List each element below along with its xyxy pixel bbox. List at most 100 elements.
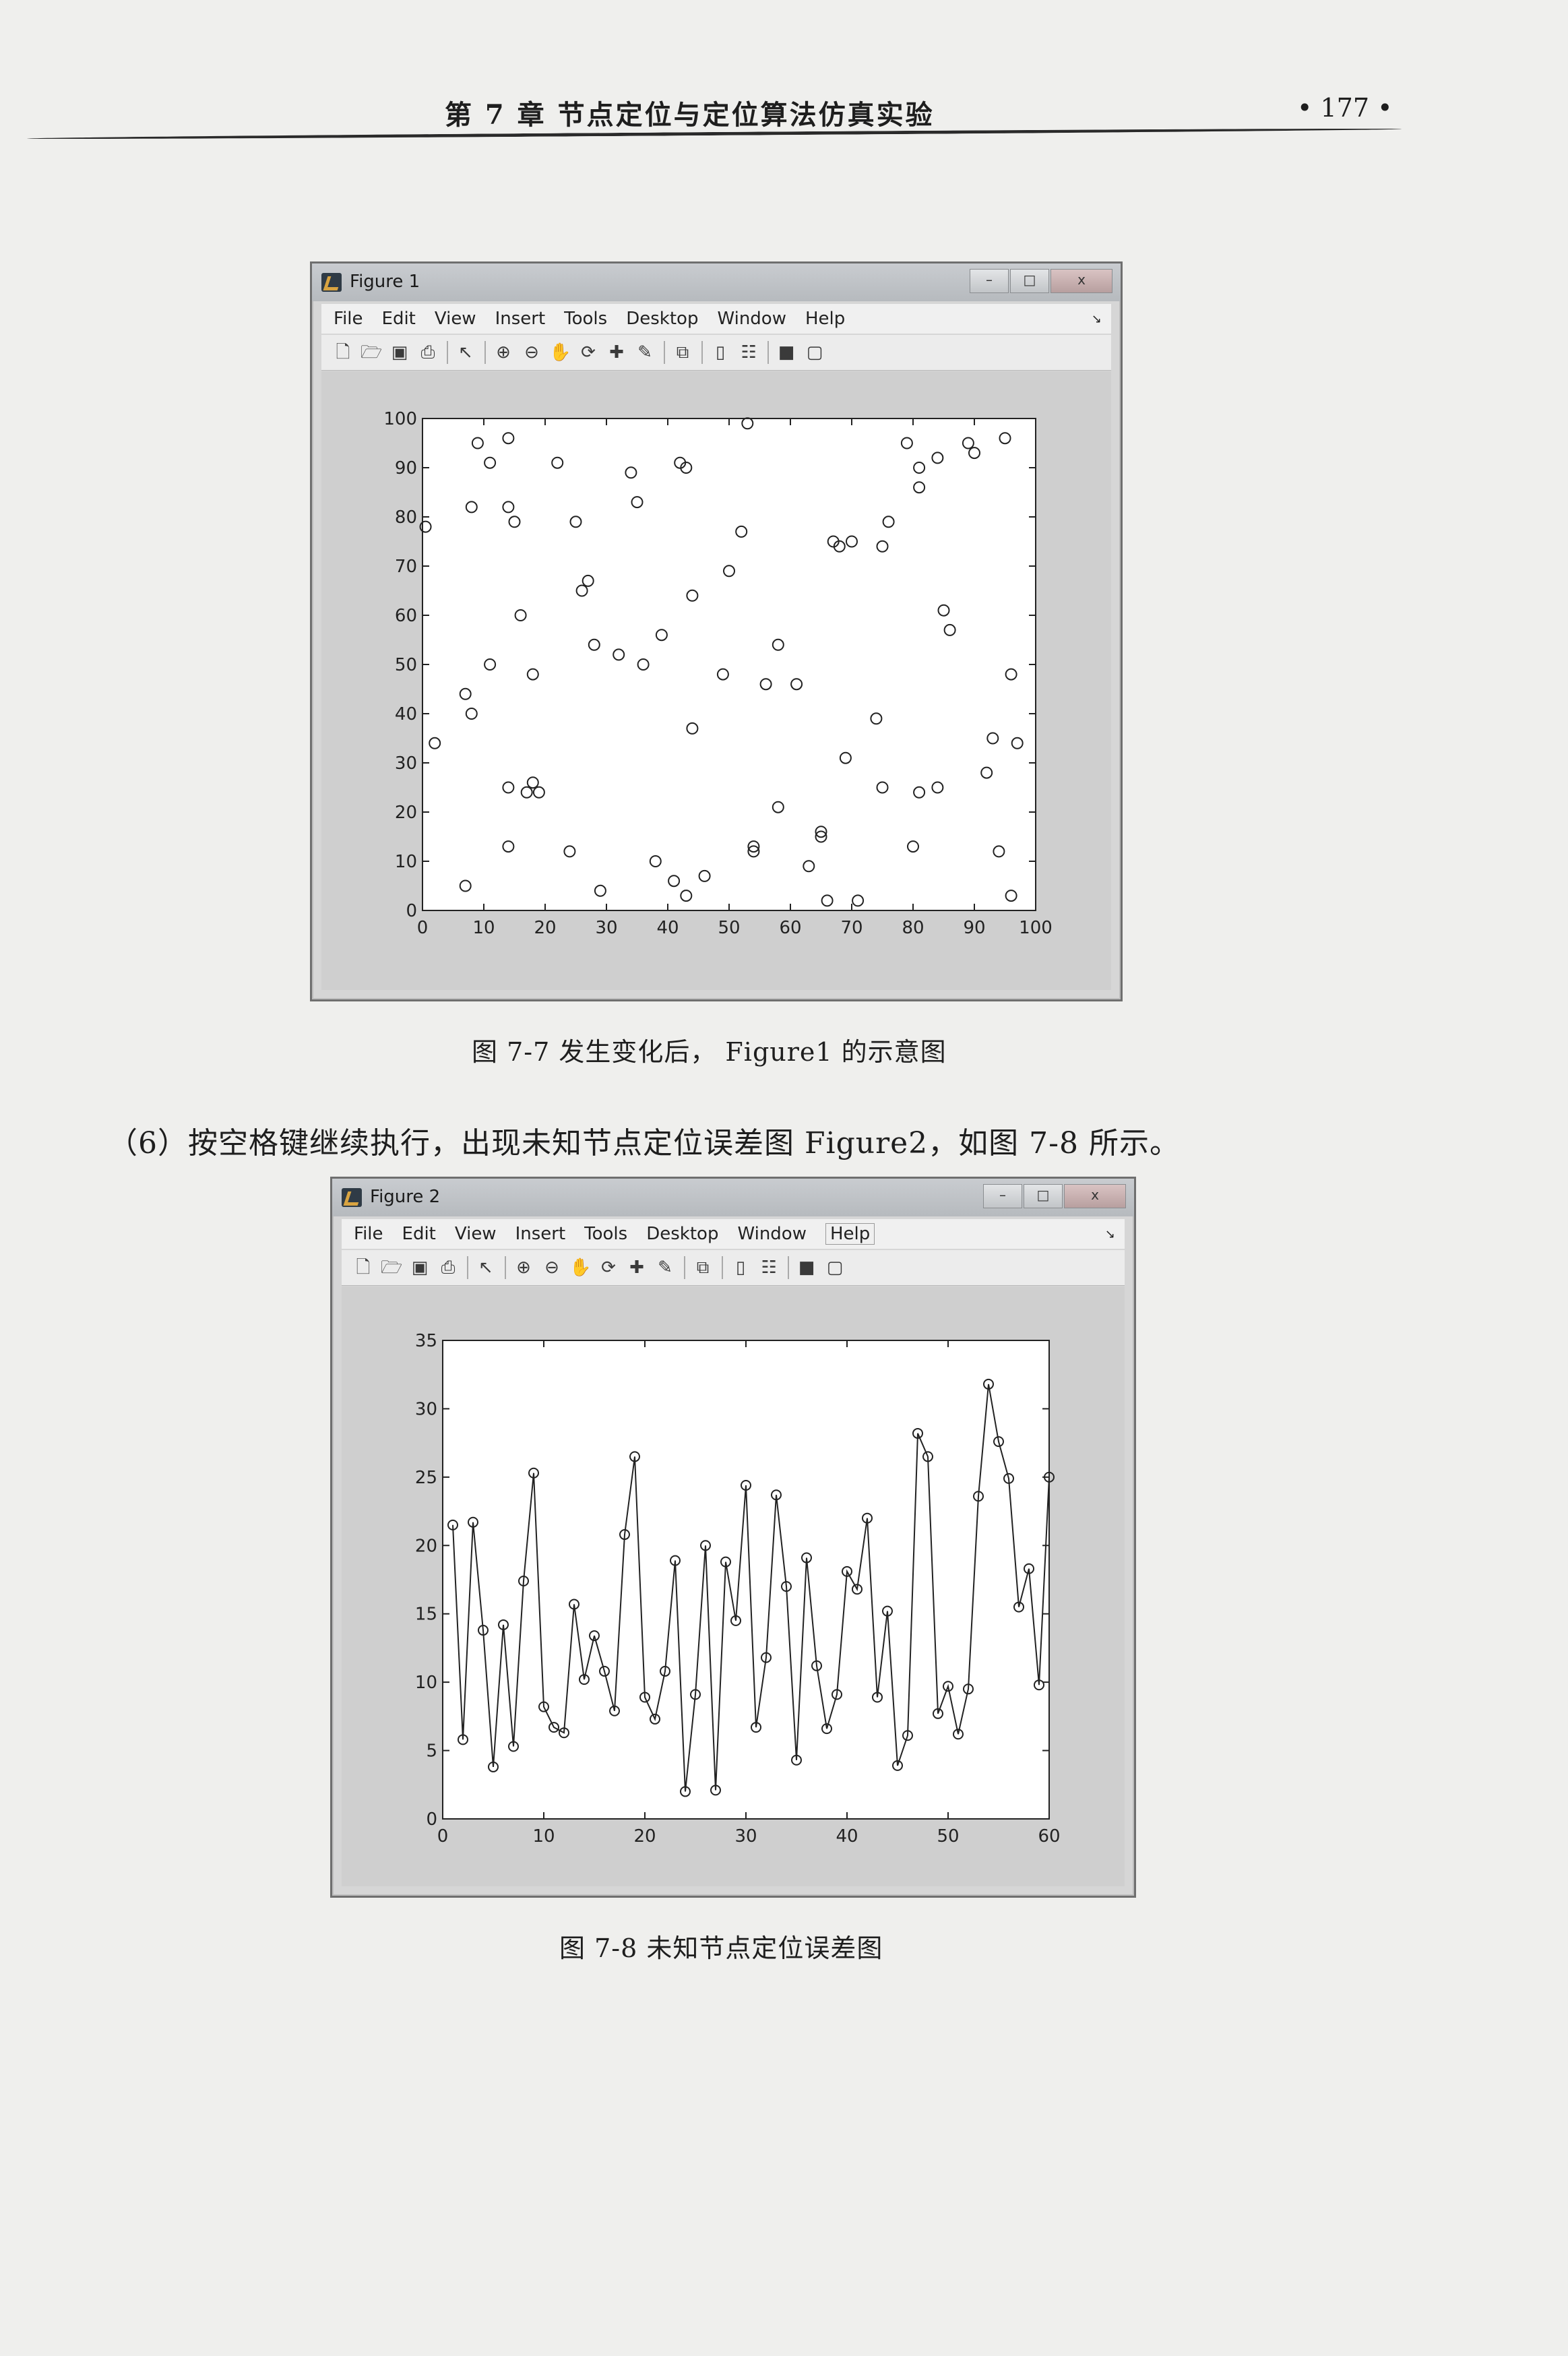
menu-desktop[interactable]: Desktop — [626, 309, 699, 329]
rotate-icon[interactable]: ⟳ — [601, 1258, 616, 1278]
print-icon[interactable]: ⎙ — [441, 1258, 456, 1278]
scatter-y-tick-label: 70 — [395, 557, 417, 577]
zoom-in-icon[interactable]: ⊕ — [516, 1258, 531, 1278]
data-cursor-icon[interactable]: ✚ — [609, 342, 624, 363]
figure1-window[interactable]: Figure 1 – □ x File Edit View Insert Too… — [310, 261, 1123, 1001]
toolbar-separator — [484, 341, 486, 364]
hide-tools-icon[interactable]: ■ — [798, 1258, 815, 1278]
colorbar-icon[interactable]: ▯ — [735, 1258, 746, 1278]
zoom-in-icon[interactable]: ⊕ — [496, 342, 511, 363]
scatter-y-tick-label: 80 — [395, 507, 417, 528]
menu-help[interactable]: Help — [805, 309, 846, 329]
scatter-y-tick-label: 10 — [395, 852, 417, 872]
menu-edit[interactable]: Edit — [402, 1224, 436, 1244]
menu-window[interactable]: Window — [737, 1224, 807, 1244]
scatter-y-tick-label: 20 — [395, 803, 417, 823]
matlab-app-icon — [321, 273, 342, 292]
colorbar-icon[interactable]: ▯ — [715, 342, 726, 363]
maximize-button[interactable]: □ — [1024, 1184, 1063, 1208]
new-icon[interactable]: 🗋 — [336, 342, 350, 363]
menu-insert[interactable]: Insert — [515, 1224, 566, 1244]
scatter-point — [913, 481, 926, 494]
dock-figure-icon[interactable]: ↘ — [1104, 1227, 1115, 1241]
error-point — [548, 1722, 559, 1733]
minimize-button[interactable]: – — [983, 1184, 1022, 1208]
scatter-x-tick-label: 30 — [595, 918, 617, 938]
scatter-point — [625, 466, 637, 479]
maximize-button[interactable]: □ — [1010, 269, 1049, 293]
brush-icon[interactable]: ✎ — [658, 1258, 672, 1278]
menu-insert[interactable]: Insert — [495, 309, 546, 329]
open-icon[interactable]: 🗁 — [360, 342, 383, 363]
figure1-toolbar: 🗋 🗁 ▣ ⎙ ↖ ⊕ ⊖ ✋ ⟳ ✚ ✎ ⧉ ▯ ☷ ■ ▢ — [321, 335, 1111, 371]
error-point — [781, 1581, 792, 1592]
figure1-caption: 图 7-7 发生变化后， Figure1 的示意图 — [472, 1037, 947, 1067]
scatter-point — [459, 687, 472, 700]
scatter-point — [839, 751, 852, 764]
scatter-point — [747, 840, 760, 853]
brush-icon[interactable]: ✎ — [637, 342, 652, 363]
save-icon[interactable]: ▣ — [411, 1258, 429, 1278]
dock-figure-icon[interactable]: ↘ — [1091, 311, 1102, 326]
rotate-icon[interactable]: ⟳ — [581, 342, 596, 363]
line-x-tick-label: 30 — [734, 1826, 757, 1847]
scatter-point — [575, 584, 588, 597]
link-icon[interactable]: ⧉ — [696, 1258, 710, 1278]
print-icon[interactable]: ⎙ — [420, 342, 435, 363]
scatter-point — [876, 781, 889, 794]
menu-file[interactable]: File — [354, 1224, 383, 1244]
menu-tools[interactable]: Tools — [584, 1224, 628, 1244]
menu-edit[interactable]: Edit — [381, 309, 416, 329]
link-icon[interactable]: ⧉ — [676, 342, 689, 363]
figure2-titlebar[interactable]: Figure 2 – □ x — [332, 1179, 1134, 1216]
menu-view[interactable]: View — [434, 309, 476, 329]
menu-tools[interactable]: Tools — [564, 309, 608, 329]
toolbar-separator — [788, 1256, 789, 1279]
scatter-point — [526, 776, 539, 789]
save-icon[interactable]: ▣ — [391, 342, 408, 363]
close-button[interactable]: x — [1050, 269, 1112, 293]
scatter-point — [649, 855, 662, 867]
pointer-icon[interactable]: ↖ — [458, 342, 473, 363]
pan-icon[interactable]: ✋ — [549, 342, 571, 363]
new-icon[interactable]: 🗋 — [356, 1258, 371, 1278]
line-x-tick-label: 40 — [836, 1826, 858, 1847]
error-point — [801, 1552, 812, 1563]
scatter-point — [937, 604, 950, 617]
figure1-window-controls: – □ x — [968, 269, 1112, 293]
menu-desktop[interactable]: Desktop — [646, 1224, 719, 1244]
scatter-point — [502, 432, 515, 445]
running-head: 第 7 章 节点定位与定位算法仿真实验 • 177 • — [0, 88, 1568, 142]
toolbar-separator — [467, 1256, 468, 1279]
zoom-out-icon[interactable]: ⊖ — [544, 1258, 559, 1278]
error-point — [660, 1665, 670, 1677]
figure2-window[interactable]: Figure 2 – □ x File Edit View Insert Too… — [330, 1177, 1136, 1898]
zoom-out-icon[interactable]: ⊖ — [524, 342, 539, 363]
error-point — [811, 1660, 822, 1671]
legend-icon[interactable]: ☷ — [761, 1258, 777, 1278]
pan-icon[interactable]: ✋ — [569, 1258, 592, 1278]
menu-window[interactable]: Window — [717, 309, 786, 329]
scatter-point — [790, 678, 803, 691]
menu-view[interactable]: View — [454, 1224, 497, 1244]
scatter-x-tick-label: 100 — [1019, 918, 1053, 938]
error-point — [710, 1785, 721, 1796]
scatter-point — [931, 781, 944, 794]
menu-file[interactable]: File — [334, 309, 363, 329]
error-point — [670, 1555, 681, 1566]
scatter-x-tick-label: 50 — [718, 918, 740, 938]
close-button[interactable]: x — [1064, 1184, 1126, 1208]
minimize-button[interactable]: – — [970, 269, 1009, 293]
pointer-icon[interactable]: ↖ — [478, 1258, 493, 1278]
show-tools-icon[interactable]: ▢ — [806, 342, 823, 363]
scatter-y-tick-label: 40 — [395, 704, 417, 724]
scatter-point — [876, 540, 889, 553]
open-icon[interactable]: 🗁 — [381, 1258, 403, 1278]
hide-tools-icon[interactable]: ■ — [778, 342, 795, 363]
menu-help[interactable]: Help — [825, 1223, 875, 1245]
data-cursor-icon[interactable]: ✚ — [629, 1258, 644, 1278]
figure1-titlebar[interactable]: Figure 1 – □ x — [312, 264, 1121, 301]
legend-icon[interactable]: ☷ — [741, 342, 757, 363]
show-tools-icon[interactable]: ▢ — [826, 1258, 844, 1278]
scatter-point — [551, 456, 564, 469]
